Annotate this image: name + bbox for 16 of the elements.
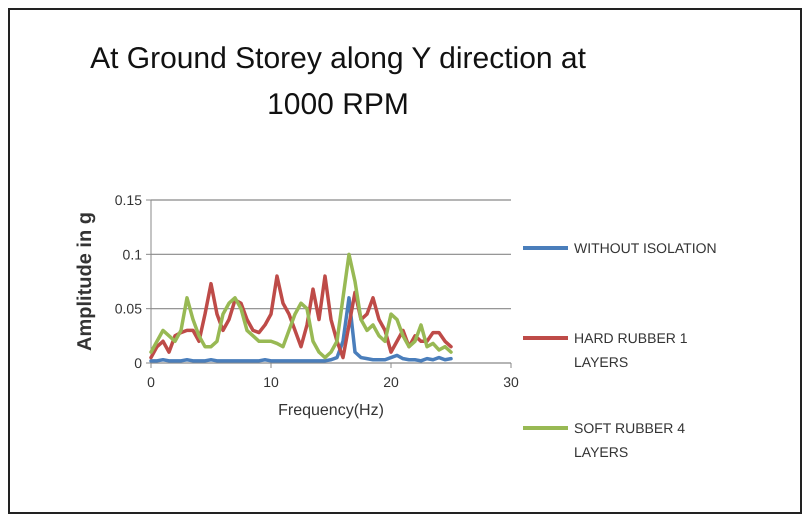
y-tick-label: 0.15: [114, 192, 142, 208]
legend-label: HARD RUBBER 1 LAYERS: [574, 330, 688, 370]
x-tick-label: 10: [263, 374, 279, 390]
y-tick-label: 0: [134, 355, 142, 371]
line-series: [149, 252, 453, 360]
legend-label: SOFT RUBBER 4 LAYERS: [574, 420, 686, 460]
y-tick-label: 0.05: [114, 300, 142, 317]
x-tick-label: 0: [147, 374, 156, 390]
line-series: [149, 296, 453, 363]
x-axis-title: Frequency(Hz): [278, 402, 384, 419]
x-tick-label: 20: [383, 374, 399, 390]
y-axis-title: Amplitude in g: [74, 212, 96, 351]
x-tick-label: 30: [503, 374, 519, 390]
y-tick-label: 0.1: [122, 246, 142, 262]
legend-label: WITHOUT ISOLATION: [574, 240, 717, 256]
chart-title: At Ground Storey along Y direction at 1000 RPM: [90, 42, 587, 121]
